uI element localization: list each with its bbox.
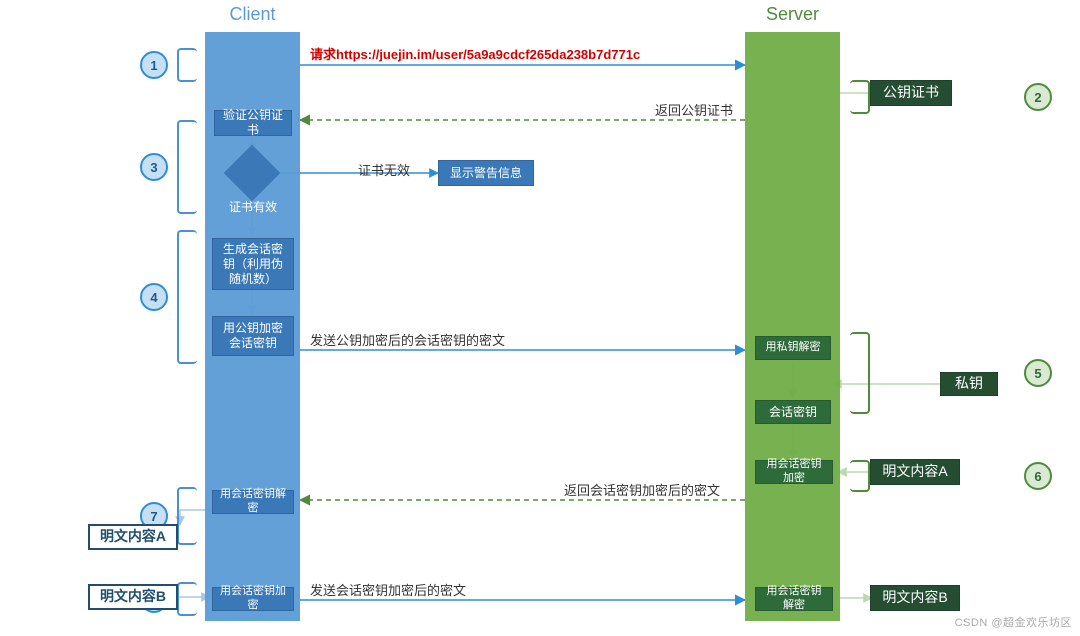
bracket-step-2 [850, 80, 870, 114]
step-num-6: 6 [1024, 462, 1052, 490]
box-show-warning: 显示警告信息 [438, 160, 534, 186]
watermark: CSDN @超金欢乐坊区 [955, 614, 1072, 630]
lane-server: Server [745, 32, 840, 621]
ext-plain-b-server: 明文内容B [870, 585, 960, 611]
step-num-3: 3 [140, 153, 168, 181]
arrow-label-return-session-enc: 返回会话密钥加密后的密文 [564, 480, 720, 499]
box-srv-dec-with-session: 用会话密钥解密 [755, 587, 833, 611]
box-srv-enc-with-session: 用会话密钥加密 [755, 460, 833, 484]
ext-priv-key: 私钥 [940, 372, 998, 396]
arrow-label-send-session-enc: 发送会话密钥加密后的密文 [310, 580, 466, 599]
box-session-key: 会话密钥 [755, 400, 831, 424]
label-cert-valid: 证书有效 [218, 198, 288, 215]
bracket-step-5 [850, 332, 870, 414]
lane-client-title: Client [205, 4, 300, 25]
bracket-step-6 [850, 460, 870, 492]
ext-plain-a-client: 明文内容A [88, 524, 178, 550]
arrow-label-return-cert: 返回公钥证书 [655, 100, 733, 119]
box-enc-with-session: 用会话密钥加密 [212, 587, 294, 611]
step-num-2: 2 [1024, 83, 1052, 111]
arrow-label-send-session: 发送公钥加密后的会话密钥的密文 [310, 330, 505, 349]
bracket-step-3 [177, 120, 197, 214]
label-cert-invalid: 证书无效 [358, 160, 410, 179]
bracket-step-8 [177, 582, 197, 616]
box-verify-cert: 验证公钥证书 [214, 110, 292, 136]
step-num-4: 4 [140, 283, 168, 311]
arrow-label-request: 请求https://juejin.im/user/5a9a9cdcf265da2… [310, 44, 640, 63]
lane-server-title: Server [745, 4, 840, 25]
ext-plain-a-server: 明文内容A [870, 459, 960, 485]
bracket-step-1 [177, 48, 197, 82]
box-pub-cert: 公钥证书 [870, 80, 952, 106]
bracket-step-4 [177, 230, 197, 364]
box-dec-with-priv: 用私钥解密 [755, 336, 831, 360]
box-enc-with-pubkey: 用公钥加密会话密钥 [212, 316, 294, 356]
box-gen-session-key: 生成会话密钥（利用伪随机数） [212, 238, 294, 290]
ext-plain-b-client: 明文内容B [88, 584, 178, 610]
bracket-step-7 [177, 487, 197, 545]
step-num-5: 5 [1024, 359, 1052, 387]
step-num-1: 1 [140, 51, 168, 79]
box-dec-with-session: 用会话密钥解密 [212, 490, 294, 514]
